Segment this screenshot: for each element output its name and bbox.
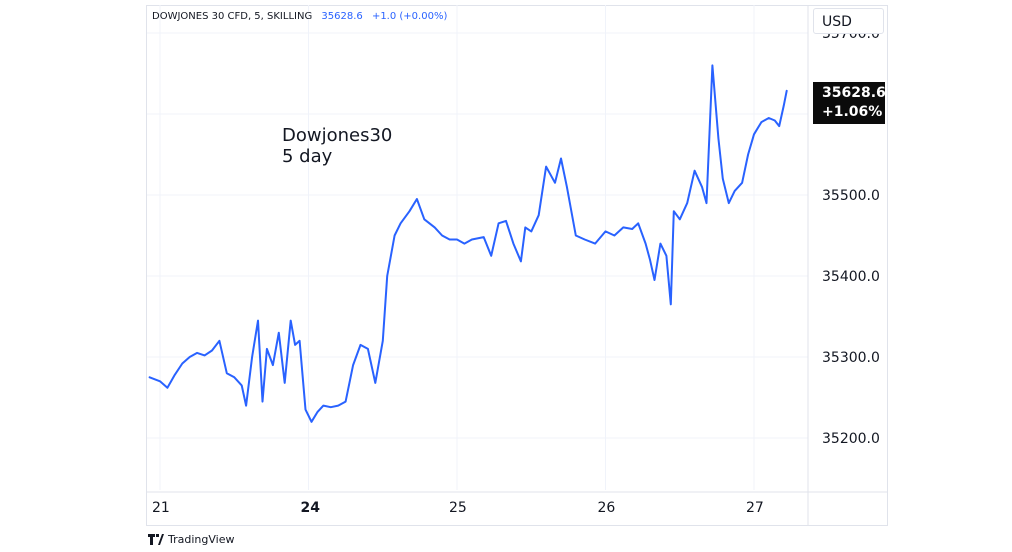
- x-tick-label: 24: [301, 500, 321, 516]
- y-tick-label: 35500.0: [822, 188, 880, 204]
- price-series-line: [148, 64, 788, 423]
- y-tick-label: 35200.0: [822, 431, 880, 447]
- x-tick-label: 26: [598, 500, 616, 516]
- plot-area: [148, 64, 788, 423]
- annotation-line-2: 5 day: [282, 146, 333, 167]
- tradingview-logo-icon: [148, 534, 164, 545]
- legend-change: +1.0 (+0.00%): [371, 11, 448, 22]
- last-price-value: 35628.6: [822, 85, 886, 101]
- chart-annotation: Dowjones30 5 day: [282, 125, 392, 167]
- chart-frame: [146, 5, 888, 526]
- brand-name: TradingView: [168, 533, 235, 546]
- legend-price: 35628.6: [321, 11, 363, 22]
- chart-grid: [147, 5, 888, 526]
- tradingview-brand[interactable]: TradingView: [148, 533, 234, 546]
- x-tick-label: 21: [152, 500, 170, 516]
- y-tick-label: 35300.0: [822, 350, 880, 366]
- x-tick-label: 27: [746, 500, 764, 516]
- annotation-line-1: Dowjones30: [282, 125, 393, 146]
- symbol-name: DOWJONES 30 CFD, 5, SKILLING: [152, 11, 313, 22]
- x-axis: 21 24 25 26 27: [152, 500, 764, 516]
- currency-selector[interactable]: USD: [813, 8, 884, 34]
- x-tick-label: 25: [449, 500, 467, 516]
- last-price-tag: 35628.6 +1.06%: [813, 82, 886, 124]
- y-tick-label: 35400.0: [822, 269, 880, 285]
- last-price-change: +1.06%: [822, 104, 883, 120]
- symbol-legend: DOWJONES 30 CFD, 5, SKILLING 35628.6 +1.…: [152, 11, 447, 22]
